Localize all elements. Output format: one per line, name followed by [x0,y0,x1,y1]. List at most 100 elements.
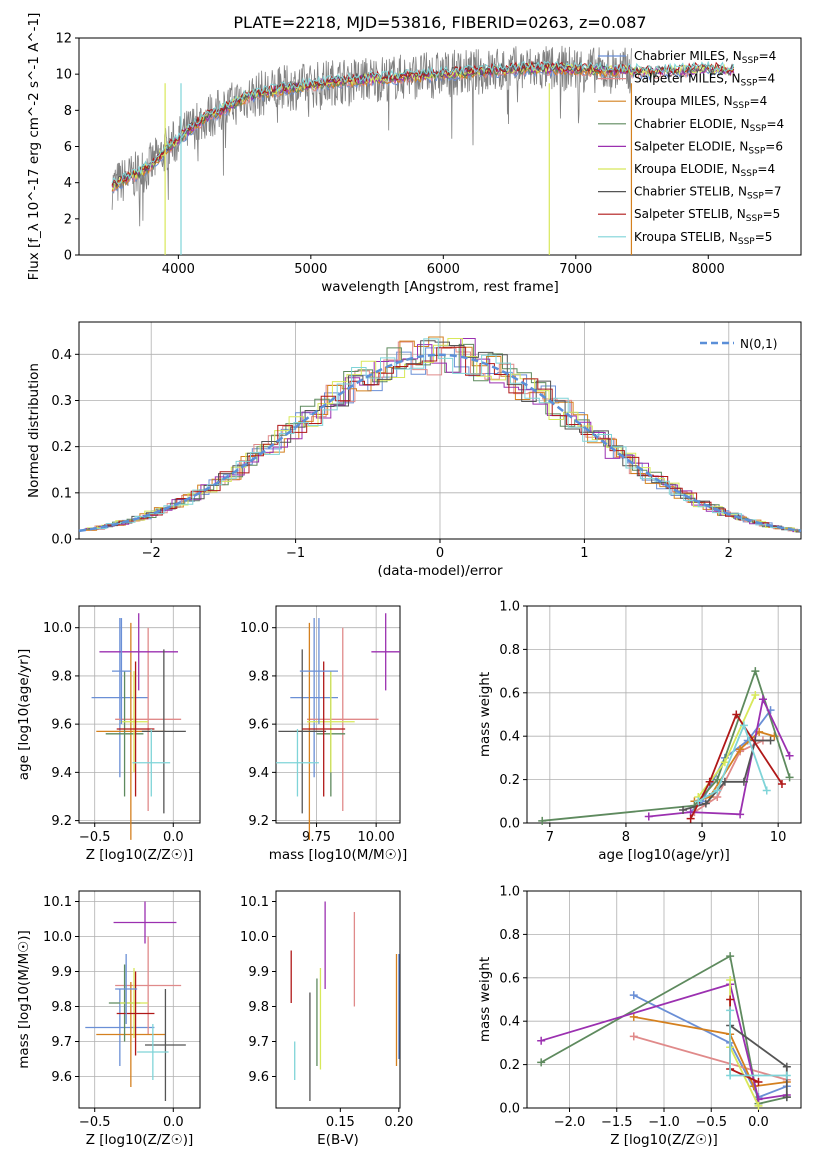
legend-label: Chabrier STELIB, NSSP=7 [634,185,782,202]
y-tick-label: 9.9 [248,965,269,980]
weight-series-line [540,983,787,1101]
mass_vs_EBV-xlabel: E(B-V) [317,1132,359,1148]
weight-point-marker [726,1006,735,1015]
legend-label: Kroupa ELODIE, NSSP=4 [634,162,775,179]
residuals-axes: −2 −1 0 1 2 0.0 0.1 0.2 0.3 0.4 [51,321,802,561]
y-tick-label: 9.2 [51,814,72,829]
mass_vs_EBV-axes: 0.15 0.20 9.6 9.7 9.8 9.9 10.0 10.1 [240,890,413,1130]
weight-point-marker [782,1093,791,1102]
legend-value: =4 [750,94,768,108]
legend-subscript: SSP [741,79,758,89]
weight-point-marker [644,812,653,821]
y-tick-label: 0.8 [499,928,520,943]
weight-point-marker [694,797,703,806]
y-tick-label: 9.6 [51,718,72,733]
x-tick-label: −1.5 [601,1115,633,1130]
residual-legend-label: N(0,1) [740,337,777,351]
y-tick-label: 9.8 [51,1000,72,1015]
weight-point-marker [686,814,695,823]
age_vs_Z-xlabel: Z [log10(Z/Z☉)] [86,847,194,863]
residual-histogram [88,340,801,533]
errorbar-point [119,671,149,773]
mass_vs_EBV-frame [275,890,401,1109]
y-tick-label: 9.6 [51,1070,72,1085]
errorbar-point [290,618,338,778]
errorbar-point [113,901,177,944]
legend-value: =7 [764,185,782,199]
y-tick-label: 9.4 [248,766,269,781]
weight-point-marker [713,775,722,784]
legend-subscript: SSP [750,124,767,134]
residual-histograms [78,336,802,533]
weight-series-line [633,994,788,1099]
weight-point-marker [762,786,771,795]
legend-label: Kroupa STELIB, NSSP=5 [634,230,772,247]
y-tick-label: 0 [64,249,72,264]
weight-point-marker [629,991,638,1000]
errorbar-point [307,671,355,773]
errorbar-point [137,1024,169,1080]
y-tick-label: 9.8 [248,1000,269,1015]
y-tick-label: 0.2 [499,1058,520,1073]
y-tick-label: 0.0 [499,1102,520,1117]
y-tick-label: 9.6 [248,1070,269,1085]
y-tick-label: 10.1 [240,895,269,910]
mass_vs_Z-ylabel: mass [log10(M/M☉)] [16,930,32,1069]
weight_vs_Z-axes: −2.0 −1.5 −1.0 −0.5 0.0 0.0 0.2 0.4 0.6 0.8 1.0 [499,885,802,1130]
errorbar-point [145,989,186,1101]
y-tick-label: 6 [64,140,72,155]
errorbar-point [99,613,178,691]
errorbar-point [302,661,346,797]
weight-point-marker [701,799,710,808]
legend-subscript: SSP [746,214,763,224]
weight-point-marker [705,777,714,786]
residuals-ylabel: Normed distribution [26,363,42,498]
figure-title: PLATE=2218, MJD=53816, FIBERID=0263, z=0… [233,13,646,32]
x-tick-label: −0.5 [79,1115,111,1130]
legend-value: =5 [755,230,773,244]
weight_vs_Z-frame [526,890,802,1109]
errorbar-point [278,649,327,814]
spectrum-xlabel: wavelength [Angstrom, rest frame] [321,279,559,295]
weight_vs_age-ylabel: mass weight [477,672,493,757]
x-tick-label: 8000 [692,262,725,277]
x-tick-label: −1 [286,546,305,561]
errorbar-point [85,989,155,1066]
errorbar-point [132,728,171,797]
y-tick-label: 8 [64,104,72,119]
weight_vs_age-axes: 7 8 9 10 0.0 0.2 0.4 0.6 0.8 1.0 [499,600,802,845]
age_vs_mass-axes: 9.75 10.00 9.2 9.4 9.6 9.8 10.0 [240,605,401,845]
legend-value: =4 [766,117,784,131]
legend-subscript: SSP [747,192,764,202]
y-tick-label: 10 [55,68,72,83]
legend-subscript: SSP [738,237,755,247]
legend-label: Salpeter STELIB, NSSP=5 [634,207,780,224]
weight-point-marker [629,1012,638,1021]
weight-point-marker [782,1071,791,1080]
y-tick-label: 9.9 [51,965,72,980]
weight-point-marker [629,1032,638,1041]
x-tick-label: 4000 [162,262,195,277]
residuals-xlabel: (data-model)/error [377,563,503,579]
errorbar-point [116,971,155,1056]
y-tick-label: 10.1 [43,895,72,910]
age_vs_Z-errorbars [91,613,186,840]
weight-point-marker [754,1101,763,1110]
weight-point-marker [736,810,745,819]
errorbar-point [115,954,138,1024]
y-tick-label: 0.2 [51,440,72,455]
weight_vs_age-lines [538,667,794,825]
x-tick-label: 0 [436,546,444,561]
y-tick-label: 0.4 [499,1015,520,1030]
y-tick-label: 1.0 [499,885,520,900]
y-tick-label: 9.6 [248,718,269,733]
weight-point-marker [736,745,745,754]
spectrum-lines [111,45,735,255]
y-tick-label: 9.8 [51,669,72,684]
spectrum-axes: 4000 5000 6000 7000 8000 0 2 4 6 8 10 12 [55,32,802,277]
y-tick-label: 1.0 [499,600,520,615]
residual-histogram [86,338,801,532]
weight-series-line [697,722,768,803]
errorbar-point [371,613,400,691]
spectrum-model-line [111,60,735,185]
